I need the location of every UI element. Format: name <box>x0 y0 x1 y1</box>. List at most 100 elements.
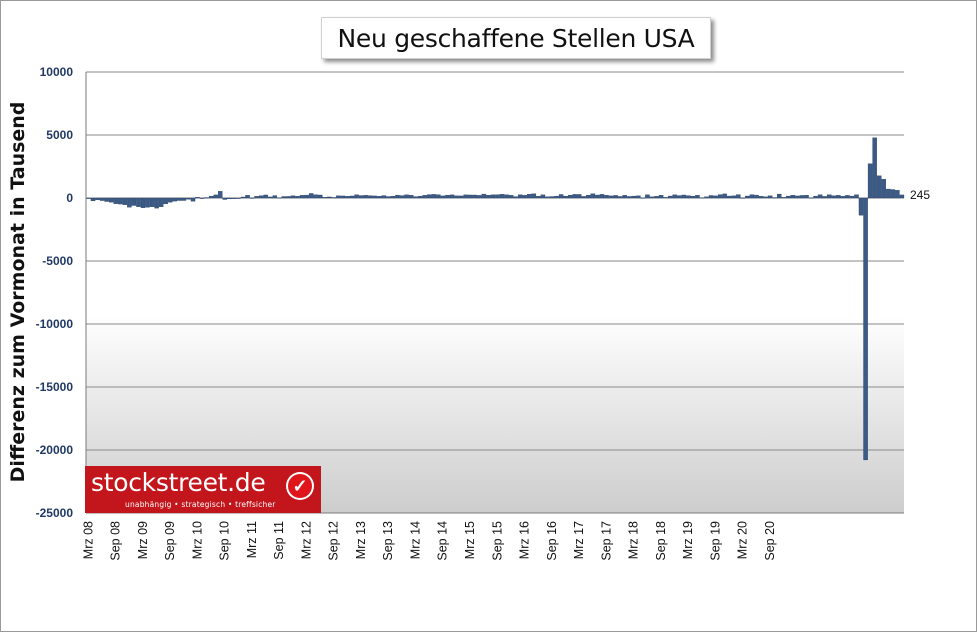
bar <box>145 197 150 208</box>
bar <box>527 194 532 199</box>
x-tick-label: Mrz 19 <box>681 521 695 559</box>
bar <box>804 195 809 199</box>
bar <box>636 195 641 199</box>
bar <box>327 196 332 199</box>
bar <box>108 197 114 203</box>
bar <box>649 196 655 199</box>
bar <box>577 194 582 199</box>
bar <box>395 194 400 199</box>
bar <box>431 194 437 199</box>
y-tick-label: -5000 <box>42 254 73 268</box>
bar <box>572 194 577 199</box>
bar <box>731 195 737 199</box>
bar <box>645 194 650 199</box>
bar <box>822 196 827 199</box>
bar <box>472 194 477 199</box>
bar <box>222 197 228 200</box>
bar <box>608 195 614 199</box>
bar <box>686 195 691 199</box>
x-tick-label: Mrz 20 <box>736 521 750 559</box>
bar <box>836 195 841 199</box>
bar <box>449 194 455 199</box>
bar <box>458 195 464 199</box>
bar <box>422 195 427 199</box>
bar <box>549 196 555 199</box>
bar <box>663 197 668 199</box>
check-icon: ✓ <box>286 472 314 500</box>
bar <box>358 195 364 199</box>
bar <box>286 196 291 199</box>
bar <box>876 175 882 199</box>
bar <box>704 196 709 199</box>
bar <box>467 194 473 199</box>
bar <box>722 193 727 199</box>
x-tick-label: Mrz 14 <box>409 521 423 559</box>
bar <box>299 195 305 199</box>
bar <box>613 195 618 199</box>
bar <box>754 194 759 199</box>
bar <box>127 197 132 208</box>
bar <box>508 195 514 199</box>
bar <box>872 137 877 199</box>
bar <box>408 195 414 199</box>
bar <box>863 197 868 461</box>
bar <box>336 195 341 199</box>
bar <box>522 195 527 199</box>
x-tick-label: Sep 14 <box>436 521 450 561</box>
bar <box>504 194 509 199</box>
bar <box>240 196 246 199</box>
bar <box>190 197 196 202</box>
bar <box>736 194 741 199</box>
bar <box>368 195 373 199</box>
bar <box>172 197 178 202</box>
bar <box>349 195 355 199</box>
y-tick-label: -10000 <box>36 317 74 331</box>
bar <box>667 195 673 199</box>
x-tick-label: Sep 08 <box>109 521 123 561</box>
bar <box>354 194 359 199</box>
bar <box>345 196 350 199</box>
x-tick-label: Mrz 09 <box>136 521 150 559</box>
bar <box>445 194 450 199</box>
bar <box>454 195 459 199</box>
bar <box>631 195 637 199</box>
x-tick-label: Mrz 17 <box>572 521 586 559</box>
bar <box>463 194 468 199</box>
bar <box>799 195 805 199</box>
bar <box>495 194 500 199</box>
bar <box>790 195 796 199</box>
bar <box>249 197 255 199</box>
bar <box>268 196 273 199</box>
bar <box>254 196 259 199</box>
bar <box>118 197 123 205</box>
plot-area <box>86 72 904 513</box>
x-tick-label: Sep 12 <box>327 521 341 561</box>
bar <box>499 194 505 199</box>
bar <box>322 197 327 199</box>
bar <box>290 195 296 199</box>
bar <box>540 194 546 199</box>
bar <box>740 197 746 199</box>
bar <box>417 195 423 199</box>
bar <box>318 194 323 199</box>
bar <box>236 197 241 199</box>
bar <box>713 195 718 199</box>
bar <box>658 195 664 199</box>
x-tick-label: Sep 09 <box>163 521 177 561</box>
bar <box>849 195 855 199</box>
bar <box>140 197 146 208</box>
y-tick-label: -15000 <box>36 380 74 394</box>
bar <box>213 194 218 199</box>
bar <box>313 194 318 199</box>
bar <box>477 195 482 199</box>
bar <box>272 195 278 199</box>
bar <box>581 196 587 199</box>
bar <box>104 197 109 202</box>
bar <box>517 194 523 199</box>
bar <box>386 196 391 199</box>
bar <box>677 195 682 199</box>
bar <box>749 194 755 199</box>
bar <box>331 197 337 199</box>
bar <box>599 194 605 199</box>
bar <box>281 196 287 199</box>
